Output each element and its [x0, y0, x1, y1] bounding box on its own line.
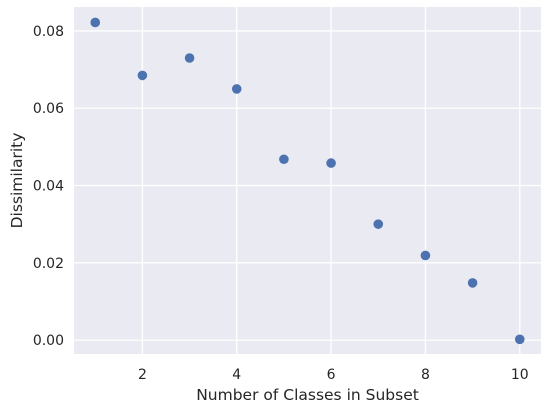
x-axis-label: Number of Classes in Subset	[196, 386, 419, 404]
data-point	[137, 70, 148, 81]
y-tick-label: 0.06	[33, 101, 64, 117]
data-point	[467, 278, 478, 288]
data-point	[90, 17, 101, 28]
data-points	[90, 17, 525, 345]
x-tick-label: 4	[232, 367, 241, 383]
x-tick-label: 8	[421, 367, 430, 383]
data-point	[326, 158, 336, 168]
data-point	[514, 334, 525, 345]
x-tick-label: 10	[511, 367, 529, 383]
y-tick-label: 0.00	[33, 333, 64, 349]
y-axis-label: Dissimilarity	[8, 133, 26, 229]
plot-area	[74, 7, 541, 354]
data-point	[373, 219, 384, 229]
x-tick-label: 6	[327, 367, 336, 383]
y-tick-labels: 0.00 0.02 0.04 0.06 0.08	[33, 24, 64, 349]
y-tick-label: 0.08	[33, 24, 64, 40]
y-tick-label: 0.02	[33, 256, 64, 272]
grid-lines	[74, 7, 541, 354]
x-tick-labels: 2 4 6 8 10	[138, 367, 529, 383]
data-point	[279, 154, 289, 165]
data-point	[184, 53, 195, 63]
data-point	[420, 250, 431, 261]
y-tick-label: 0.04	[33, 179, 64, 195]
data-point	[231, 84, 242, 94]
x-tick-label: 2	[138, 367, 147, 383]
